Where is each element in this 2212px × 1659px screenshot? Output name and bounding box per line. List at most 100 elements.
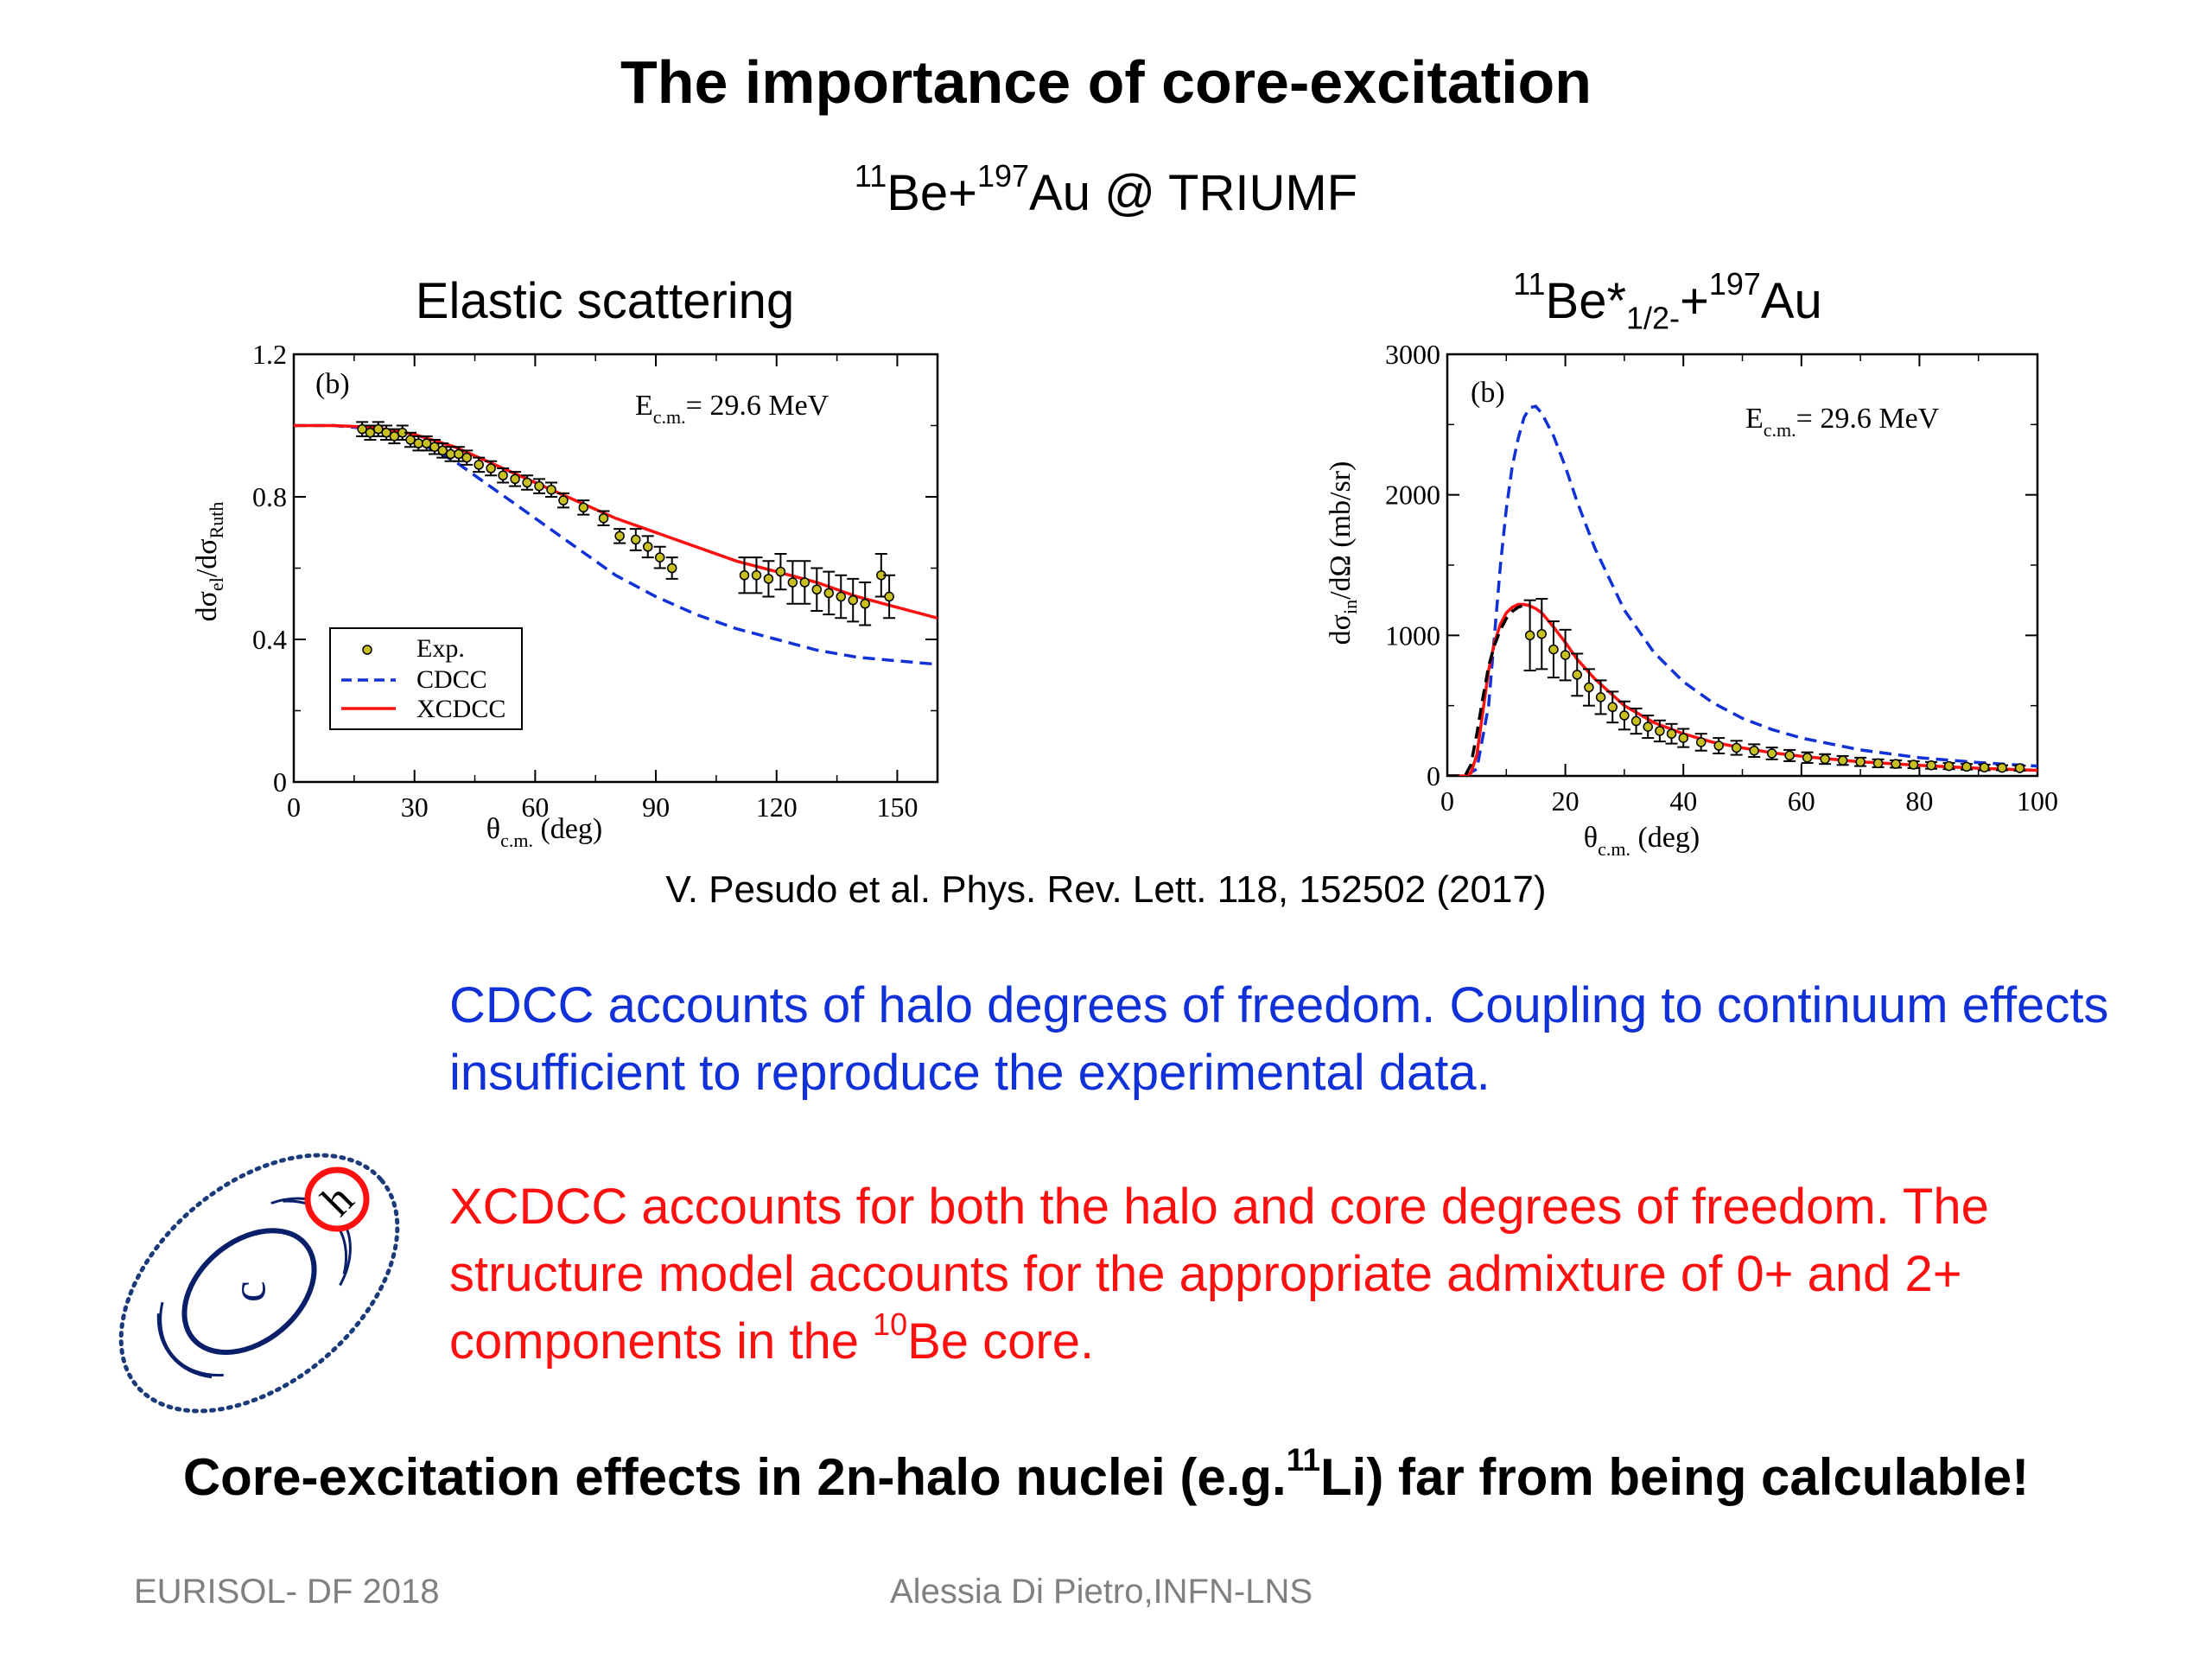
right-title-au: Au (1760, 273, 1822, 329)
annotation-sub: c.m. (653, 406, 686, 428)
footer-conference: EURISOL- DF 2018 (134, 1573, 440, 1611)
y-tick-label: 0.8 (252, 481, 287, 512)
elastic-legend: Exp. CDCC XCDCC (329, 627, 523, 730)
x-tick-label: 100 (2017, 785, 2058, 817)
x-tick-label: 0 (1440, 785, 1454, 817)
ylabel-sub-ruth: Ruth (206, 502, 227, 539)
conclusion-text-a: Core-excitation effects in 2n-halo nucle… (182, 1448, 1287, 1506)
series-xcdcc-line (1447, 602, 2037, 776)
data-point (1524, 630, 1535, 641)
data-point (437, 445, 448, 456)
data-point (763, 574, 774, 584)
data-point (510, 474, 520, 485)
y-tick-label: 1000 (1385, 620, 1440, 651)
data-point (860, 599, 870, 609)
data-point (751, 570, 762, 581)
data-point (1536, 628, 1548, 639)
right-title-be: Be* (1545, 273, 1627, 329)
data-point (1607, 702, 1618, 713)
data-point (848, 594, 858, 606)
x-tick-label: 120 (756, 791, 798, 823)
x-tick-label: 20 (1552, 785, 1580, 817)
elastic-x-label: θc.m. (deg) (486, 813, 602, 851)
data-point (429, 442, 440, 452)
legend-exp-marker (362, 645, 372, 655)
data-point (884, 591, 894, 602)
ylabel-sub-in: in (1339, 600, 1361, 614)
halo-neutron-circle (304, 1166, 370, 1232)
data-point (1630, 715, 1642, 727)
inelastic-y-label: dσin/dΩ (mb/sr) (1325, 461, 1361, 645)
reference-citation: V. Pesudo et al. Phys. Rev. Lett. 118, 1… (665, 868, 1547, 911)
xlabel-theta: θ (1584, 822, 1598, 854)
legend-cdcc-label: CDCC (416, 665, 487, 694)
data-point (1749, 745, 1759, 756)
data-point (373, 423, 384, 435)
data-point (357, 423, 367, 435)
data-point (498, 470, 508, 480)
x-tick-label: 60 (521, 791, 549, 823)
data-point (787, 577, 798, 588)
elastic-panel-label: (b) (315, 368, 350, 400)
inelastic-panel-label: (b) (1471, 377, 1505, 409)
data-point (534, 480, 544, 492)
conclusion: Core-excitation effects in 2n-halo nucle… (0, 1444, 2212, 1507)
annotation-value: = 29.6 MeV (1796, 403, 1940, 435)
data-point (1908, 760, 1919, 770)
x-tick-label: 40 (1669, 785, 1697, 817)
conclusion-text-b: Li) far from being calculable! (1320, 1448, 2030, 1506)
data-point (1666, 728, 1677, 739)
ylabel-dsigma: dσ (1325, 614, 1357, 645)
xlabel-unit: (deg) (533, 813, 602, 845)
left-panel-title: Elastic scattering (415, 273, 795, 329)
data-point (1655, 726, 1665, 736)
core-motion-arc (159, 1301, 224, 1377)
data-point (1713, 741, 1724, 751)
xlabel-theta: θ (486, 813, 500, 845)
elastic-series (294, 421, 938, 666)
data-point (836, 591, 846, 602)
data-point (1695, 737, 1707, 747)
data-point (445, 448, 456, 460)
data-point (461, 452, 472, 463)
footer-author: Alessia Di Pietro,INFN-LNS (890, 1573, 1313, 1611)
inelastic-energy-annotation: Ec.m.= 29.6 MeV (1745, 403, 1940, 441)
y-tick-label: 2000 (1385, 480, 1440, 511)
legend-xcdcc-label: XCDCC (416, 695, 505, 723)
data-point (1802, 753, 1813, 763)
data-point (474, 460, 484, 470)
y-tick-label: 0.4 (252, 624, 287, 655)
xlabel-unit: (deg) (1630, 822, 1700, 854)
data-point (1584, 682, 1594, 693)
right-title-mass-be: 11 (1513, 266, 1546, 302)
y-tick-label: 3000 (1385, 339, 1440, 370)
right-title-plus: + (1679, 273, 1709, 329)
annotation-e: E (635, 390, 653, 422)
data-point (1560, 650, 1571, 660)
data-point (558, 495, 569, 505)
data-point (631, 534, 641, 545)
ylabel-domega: /dΩ (mb/sr) (1325, 461, 1357, 600)
data-point (823, 588, 835, 599)
right-title-state: 1/2- (1626, 300, 1680, 336)
data-point (1979, 762, 1990, 772)
inelastic-series (1447, 404, 2037, 776)
elastic-axes: 0 30 60 90 120 150 0 0.4 0.8 1.2 (252, 339, 939, 823)
data-point (799, 577, 810, 588)
data-point (522, 477, 532, 488)
cdcc-explanation: CDCC accounts of halo degrees of freedom… (449, 977, 2109, 1101)
data-point (1643, 721, 1653, 732)
data-point (739, 570, 750, 581)
data-point (546, 485, 556, 495)
data-point (1891, 759, 1901, 769)
data-point (1837, 755, 1848, 766)
slide-subtitle: 11Be+197Au @ TRIUMF (0, 161, 2212, 222)
data-point (1926, 760, 1936, 771)
slide-title: The importance of core-excitation (620, 48, 1592, 116)
right-panel-title: 11Be*1/2-+197Au (1313, 269, 2022, 334)
subtitle-au: Au @ TRIUMF (1029, 165, 1358, 221)
series-reference-line (1447, 602, 1530, 776)
xcdcc-mass-number: 10 (873, 1306, 908, 1343)
data-point (1820, 753, 1830, 765)
